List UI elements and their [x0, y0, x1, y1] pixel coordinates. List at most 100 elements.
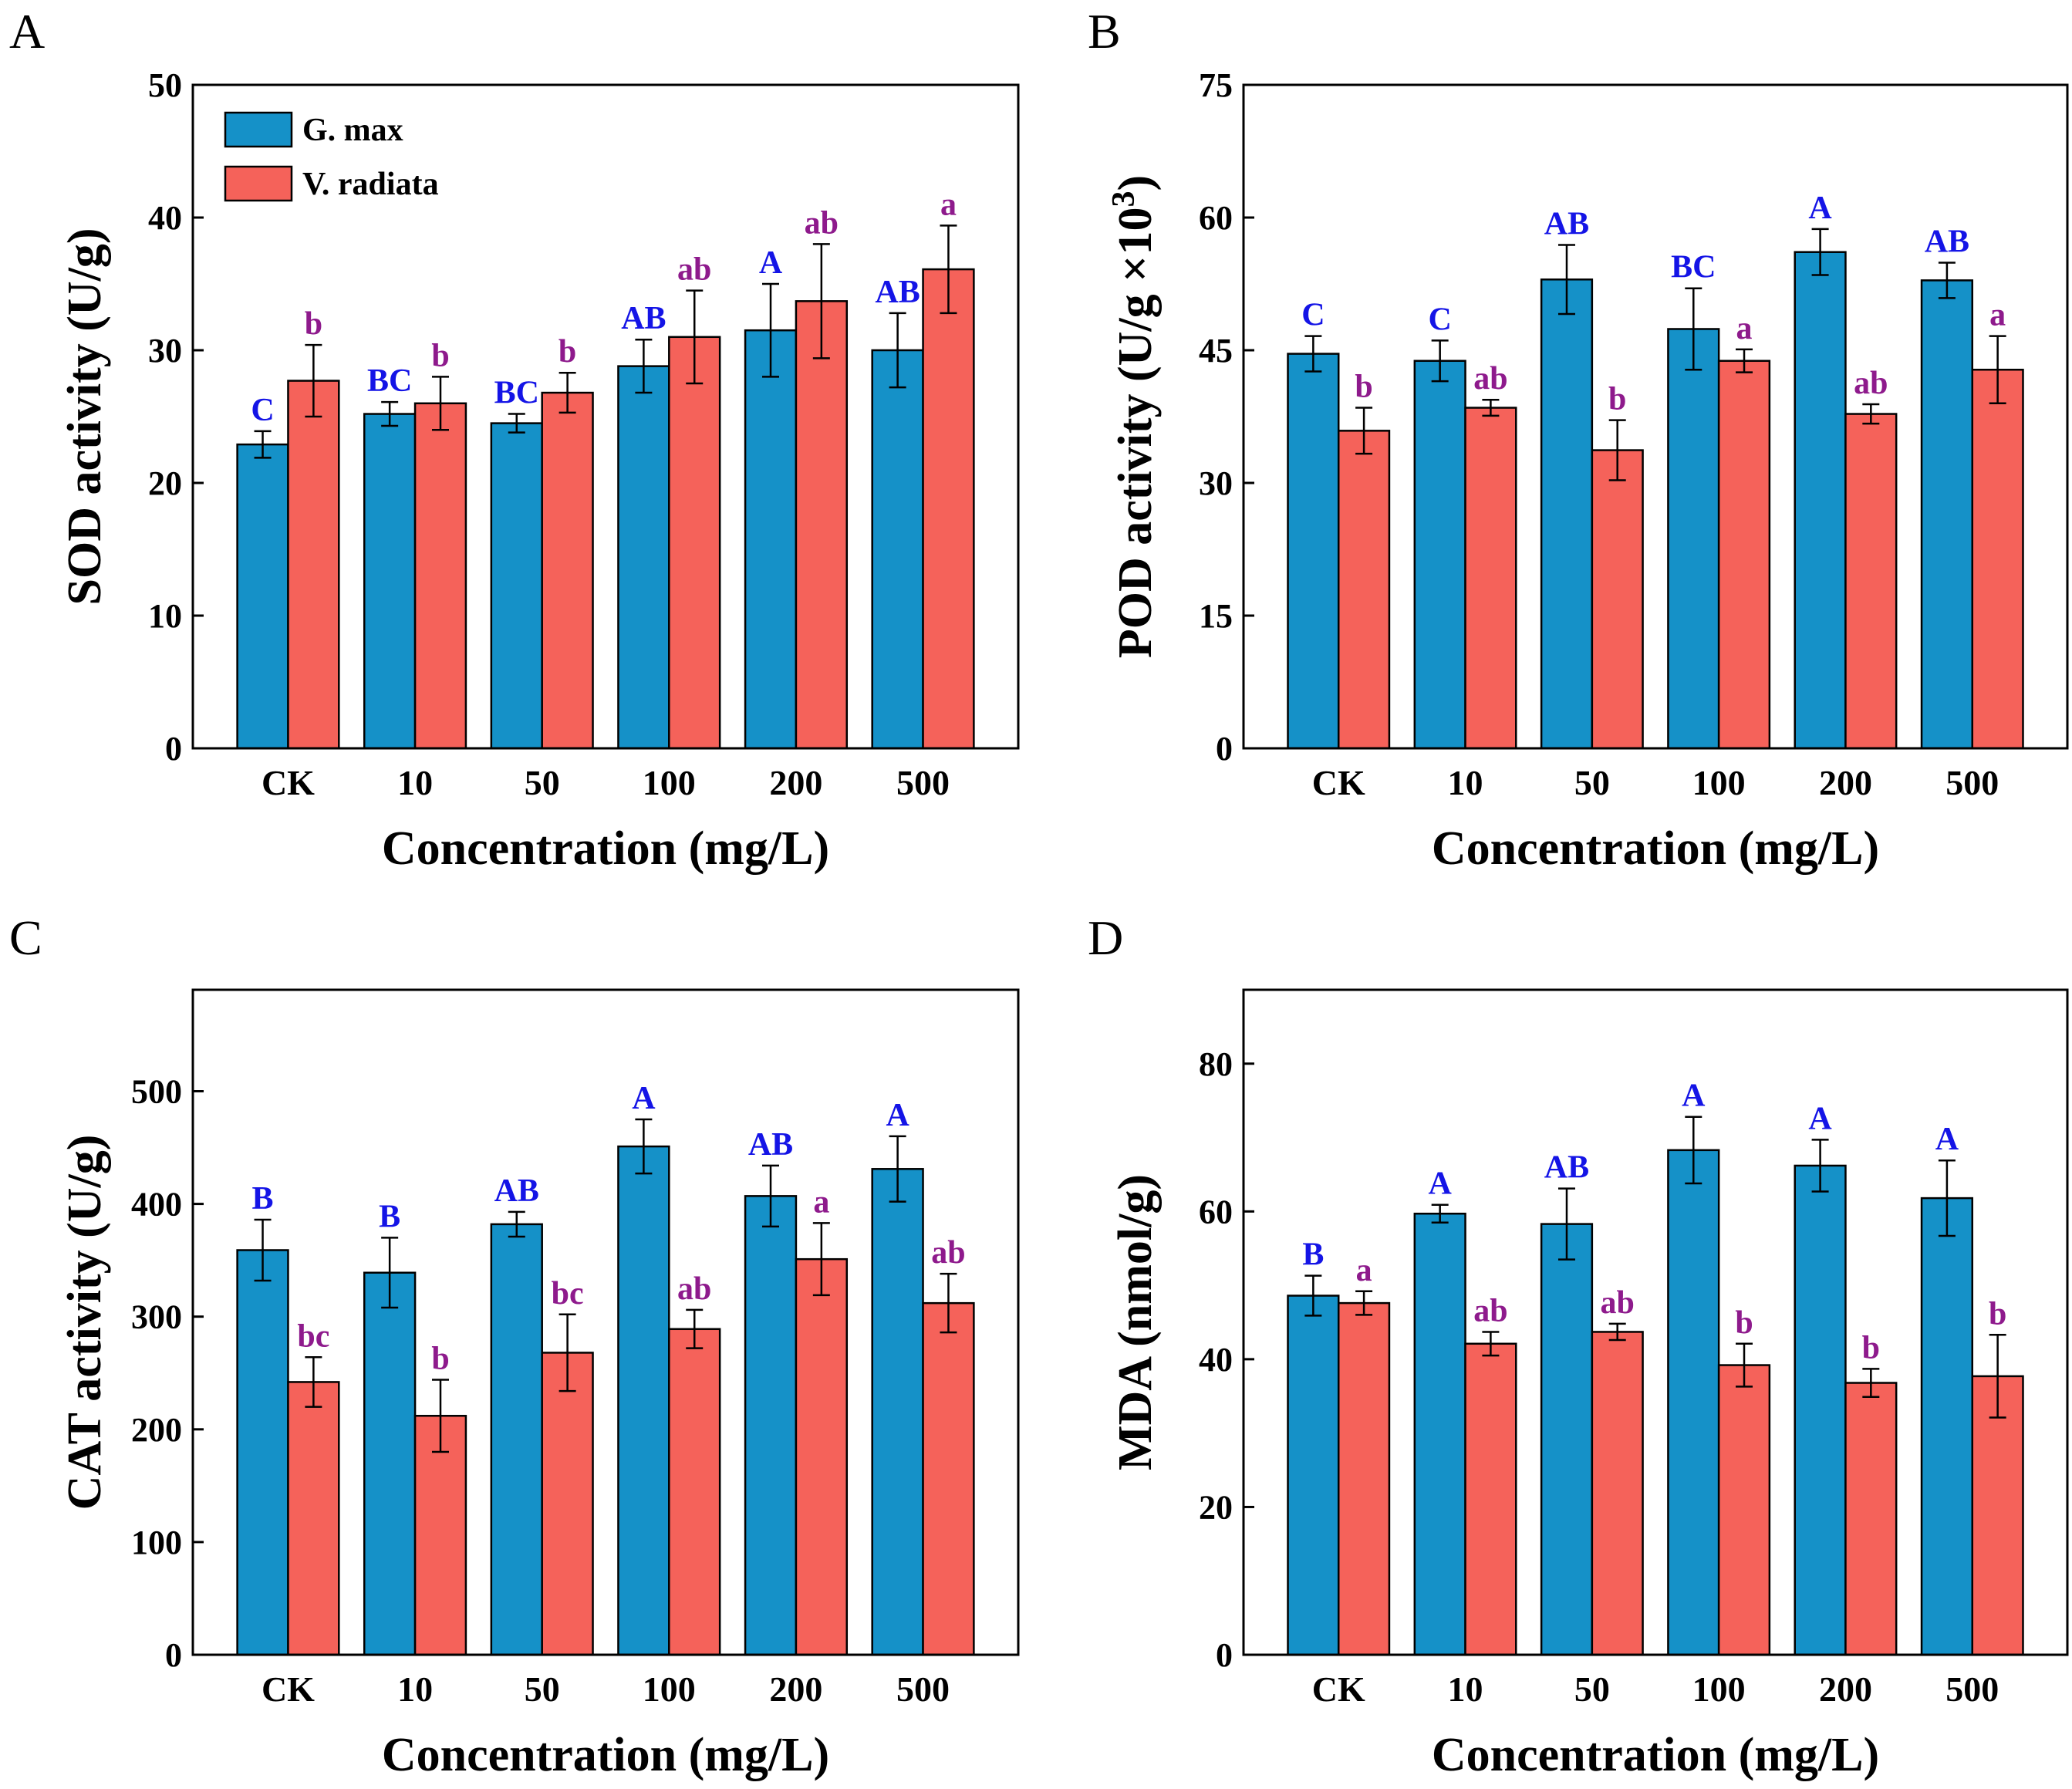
x-tick-label: 200: [1819, 1669, 1872, 1709]
significance-letter: ab: [1473, 1293, 1507, 1328]
x-tick-label: CK: [262, 763, 315, 802]
significance-letter: B: [379, 1199, 400, 1234]
x-tick-label: 100: [643, 763, 696, 802]
legend-label-vradiata: V. radiata: [302, 167, 439, 202]
significance-letter: b: [431, 1342, 449, 1377]
significance-letter: C: [251, 393, 274, 428]
significance-letter: C: [1301, 298, 1325, 333]
x-tick-label: 10: [397, 1669, 433, 1709]
x-tick-label: 50: [525, 763, 560, 802]
significance-letter: A: [759, 245, 783, 281]
significance-letter: A: [1935, 1122, 1959, 1157]
bar-vradiata: [1844, 413, 1898, 750]
bar-vradiata: [1337, 430, 1391, 750]
bar-gmax: [236, 1249, 289, 1656]
x-tick-label: 50: [525, 1669, 560, 1709]
bar-vradiata: [1844, 1382, 1898, 1656]
y-tick-label: 45: [1199, 332, 1233, 370]
bar-vradiata: [1591, 449, 1644, 750]
x-tick-label: 200: [1819, 763, 1872, 802]
legend-swatch-vradiata: [224, 165, 293, 202]
bar-gmax: [1540, 278, 1594, 750]
bar-gmax: [871, 349, 924, 750]
y-tick-label: 200: [131, 1411, 182, 1449]
axes-frame: [191, 988, 1020, 1656]
bar-vradiata: [1717, 359, 1771, 750]
bar-gmax: [617, 365, 670, 750]
panel-letter: D: [1088, 910, 1123, 965]
significance-letter: BC: [367, 363, 412, 399]
y-axis-label: CAT activity (U/g): [59, 1135, 111, 1511]
bar-vradiata: [922, 1301, 975, 1656]
bar-gmax: [1540, 1223, 1594, 1656]
significance-letter: bc: [297, 1318, 329, 1354]
panel-letter: B: [1088, 4, 1121, 59]
x-tick-label: 100: [1692, 1669, 1746, 1709]
significance-letter: ab: [677, 1271, 711, 1307]
axes-frame: [1242, 83, 2069, 750]
x-axis-label: Concentration (mg/L): [1432, 1729, 1879, 1781]
significance-letter: AB: [494, 1173, 539, 1209]
significance-letter: A: [1429, 1166, 1453, 1202]
y-tick-label: 500: [131, 1072, 182, 1110]
significance-letter: AB: [1544, 1150, 1589, 1186]
significance-letter: b: [431, 338, 449, 373]
axes-frame: [191, 83, 1020, 750]
significance-letter: AB: [1925, 224, 1969, 259]
y-axis-label: POD activity (U/g ×103): [1106, 175, 1162, 658]
x-tick-label: 500: [896, 763, 950, 802]
x-axis-label: Concentration (mg/L): [382, 822, 829, 875]
bar-vradiata: [1464, 407, 1517, 750]
y-tick-label: 0: [1216, 730, 1233, 768]
y-tick-label: 20: [148, 464, 182, 502]
y-axis-label-superscript: 3: [1106, 191, 1142, 208]
significance-letter: b: [305, 306, 322, 342]
legend-swatch-gmax: [224, 111, 293, 148]
significance-letter: B: [1302, 1237, 1324, 1273]
significance-letter: ab: [931, 1235, 965, 1271]
significance-letter: BC: [1671, 250, 1716, 285]
bar-gmax: [1794, 251, 1847, 750]
bar-vradiata: [287, 380, 340, 750]
bar-gmax: [1794, 1164, 1847, 1656]
legend-label-gmax: G. max: [302, 113, 403, 148]
x-tick-label: 500: [1945, 763, 1999, 802]
x-tick-label: 500: [896, 1669, 950, 1709]
x-tick-label: 100: [643, 1669, 696, 1709]
significance-letter: ab: [1473, 361, 1507, 397]
bar-gmax: [236, 443, 289, 750]
significance-letter: A: [886, 1098, 909, 1133]
bar-vradiata: [541, 391, 594, 750]
bar-vradiata: [668, 1328, 721, 1656]
x-tick-label: 100: [1692, 763, 1746, 802]
y-tick-label: 60: [1199, 1193, 1233, 1230]
x-tick-label: 500: [1945, 1669, 1999, 1709]
significance-letter: a: [1356, 1253, 1372, 1288]
bar-gmax: [1667, 1149, 1720, 1656]
significance-letter: AB: [1544, 207, 1589, 242]
y-tick-label: 30: [1199, 464, 1233, 502]
panel-letter: A: [9, 4, 45, 59]
bar-gmax: [1413, 1212, 1466, 1656]
bar-gmax: [1287, 353, 1340, 750]
legend: G. max V. radiata: [224, 111, 439, 202]
bar-vradiata: [413, 402, 467, 750]
x-tick-label: 200: [769, 1669, 822, 1709]
significance-letter: ab: [677, 252, 711, 288]
bar-gmax: [490, 1223, 543, 1656]
significance-letter: a: [813, 1184, 829, 1220]
bar-vradiata: [541, 1352, 594, 1656]
y-tick-label: 75: [1199, 66, 1233, 104]
bar-gmax: [744, 1195, 798, 1656]
bar-gmax: [1667, 328, 1720, 750]
bar-vradiata: [1971, 1375, 2024, 1656]
y-axis-label-text: POD activity (U/g ×10: [1109, 208, 1162, 659]
significance-letter: b: [1862, 1330, 1880, 1365]
bar-gmax: [1287, 1294, 1340, 1656]
panel-letter: C: [9, 910, 42, 965]
significance-letter: AB: [621, 301, 666, 336]
bar-vradiata: [795, 1257, 849, 1656]
significance-letter: b: [558, 334, 576, 370]
bar-gmax: [1413, 359, 1466, 750]
